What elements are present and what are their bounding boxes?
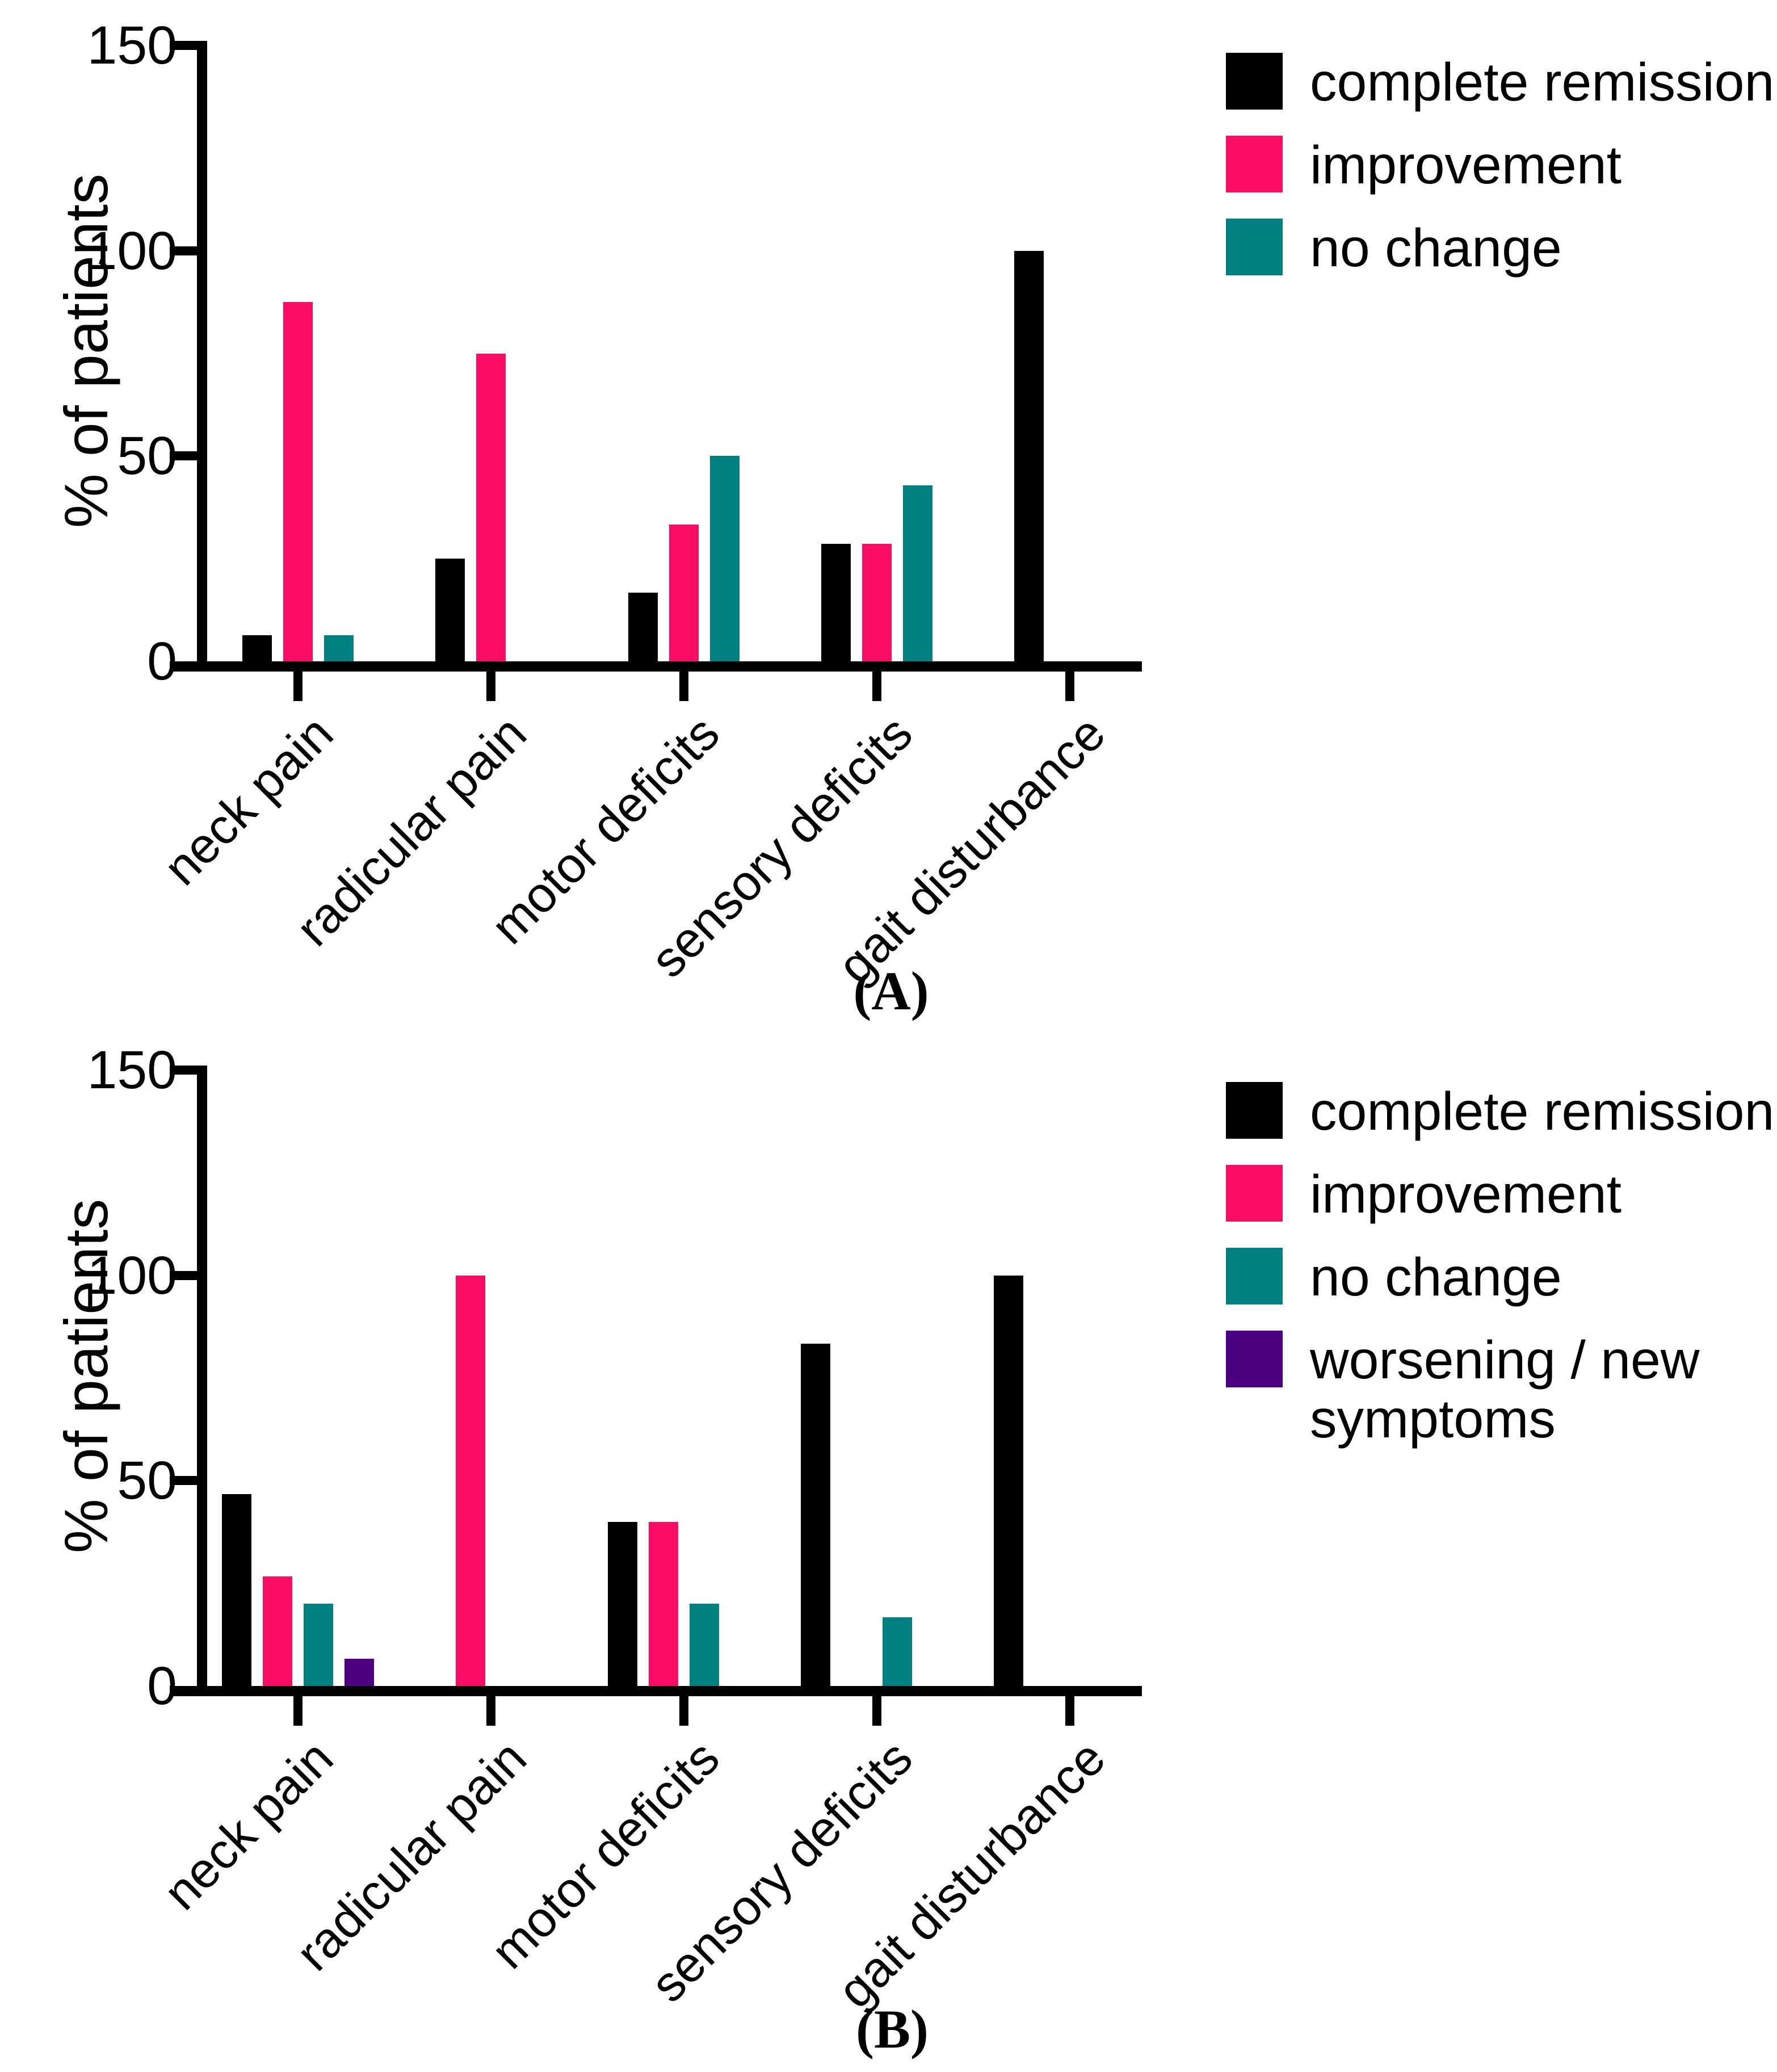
legend-label-worsening-new-symptoms: worsening / new symptoms <box>1310 1331 1699 1449</box>
y-tick-a-50 <box>170 451 197 461</box>
legend-label-line: complete remission <box>1310 1081 1775 1142</box>
legend-label-complete-remission: complete remission <box>1310 1082 1774 1141</box>
y-tick-label-b-150: 150 <box>87 1040 177 1100</box>
legend-item-a-complete-remission: complete remission <box>1226 53 1774 112</box>
x-tick-a-sensory-deficits <box>872 672 881 701</box>
y-tick-b-100 <box>170 1270 197 1280</box>
bar-b-sensory-deficits-complete-remission <box>801 1344 830 1686</box>
bar-a-radicular-pain-improvement <box>476 353 506 661</box>
legend-swatch-improvement <box>1226 136 1283 192</box>
x-label-a-neck-pain: neck pain <box>153 704 344 896</box>
y-tick-label-a-0: 0 <box>147 631 177 691</box>
legend-label-improvement: improvement <box>1310 1165 1621 1224</box>
x-tick-a-gait-disturbance <box>1065 672 1074 701</box>
legend-label-line: symptoms <box>1310 1389 1556 1449</box>
x-tick-a-neck-pain <box>293 672 303 701</box>
bar-b-neck-pain-complete-remission <box>222 1494 251 1686</box>
y-tick-label-a-50: 50 <box>117 426 177 486</box>
legend-label-line: improvement <box>1310 135 1622 195</box>
y-axis-line-a <box>197 41 207 672</box>
bar-a-motor-deficits-no-change <box>710 456 740 661</box>
bar-a-sensory-deficits-no-change <box>903 485 932 661</box>
bar-a-motor-deficits-complete-remission <box>628 593 658 661</box>
legend-b: complete remission improvement no change wo… <box>1226 1082 1774 1473</box>
bar-a-sensory-deficits-improvement <box>862 544 892 661</box>
legend-label-line: no change <box>1310 1247 1562 1307</box>
bar-b-motor-deficits-complete-remission <box>608 1521 637 1686</box>
legend-swatch-no-change <box>1226 219 1283 275</box>
bar-b-neck-pain-worsening-new-symptoms <box>345 1658 374 1686</box>
x-axis-line-a <box>170 661 1142 672</box>
y-tick-label-b-0: 0 <box>147 1656 177 1716</box>
legend-item-b-worsening-new-symptoms: worsening / new symptoms <box>1226 1331 1774 1449</box>
legend-swatch-worsening-new-symptoms <box>1226 1331 1283 1387</box>
y-tick-a-150 <box>170 41 197 50</box>
y-tick-b-150 <box>170 1066 197 1075</box>
bar-a-gait-disturbance-complete-remission <box>1014 250 1044 661</box>
legend-item-a-no-change: no change <box>1226 219 1774 278</box>
legend-label-no-change: no change <box>1310 1248 1562 1307</box>
legend-label-line: worsening / new <box>1310 1330 1700 1390</box>
legend-label-improvement: improvement <box>1310 136 1621 195</box>
bar-b-motor-deficits-no-change <box>690 1604 719 1686</box>
legend-swatch-complete-remission <box>1226 1082 1283 1139</box>
bar-b-neck-pain-no-change <box>304 1604 333 1686</box>
y-tick-label-b-100: 100 <box>87 1245 177 1306</box>
y-tick-label-a-100: 100 <box>87 220 177 281</box>
bar-b-sensory-deficits-no-change <box>883 1617 912 1686</box>
bar-b-neck-pain-improvement <box>263 1576 292 1686</box>
legend-item-b-complete-remission: complete remission <box>1226 1082 1774 1141</box>
bar-b-radicular-pain-improvement <box>456 1275 485 1686</box>
x-tick-b-sensory-deficits <box>872 1696 881 1726</box>
x-label-b-neck-pain: neck pain <box>153 1729 344 1920</box>
bar-a-radicular-pain-complete-remission <box>435 559 465 661</box>
x-tick-b-motor-deficits <box>679 1696 688 1726</box>
y-axis-line-b <box>197 1066 207 1696</box>
y-tick-a-100 <box>170 246 197 255</box>
legend-swatch-improvement <box>1226 1165 1283 1222</box>
bar-b-gait-disturbance-complete-remission <box>994 1275 1023 1686</box>
bar-a-neck-pain-no-change <box>324 635 354 661</box>
x-tick-b-gait-disturbance <box>1065 1696 1074 1726</box>
x-axis-line-b <box>170 1686 1142 1696</box>
x-tick-a-motor-deficits <box>679 672 688 701</box>
legend-swatch-no-change <box>1226 1248 1283 1305</box>
x-tick-b-radicular-pain <box>486 1696 495 1726</box>
bar-a-neck-pain-improvement <box>283 302 313 661</box>
bar-a-neck-pain-complete-remission <box>242 635 272 661</box>
legend-label-complete-remission: complete remission <box>1310 53 1774 112</box>
legend-a: complete remission improvement no change <box>1226 53 1774 301</box>
bar-b-motor-deficits-improvement <box>649 1521 678 1686</box>
y-tick-label-a-150: 150 <box>87 15 177 76</box>
legend-label-line: improvement <box>1310 1164 1622 1224</box>
legend-item-b-improvement: improvement <box>1226 1165 1774 1224</box>
x-tick-a-radicular-pain <box>486 672 495 701</box>
legend-item-a-improvement: improvement <box>1226 136 1774 195</box>
panel-caption-text-B: (B) <box>856 1999 929 2060</box>
legend-label-line: complete remission <box>1310 52 1775 112</box>
panel-caption-text-A: (A) <box>853 960 929 1021</box>
bar-a-sensory-deficits-complete-remission <box>821 544 851 661</box>
y-tick-label-b-50: 50 <box>117 1450 177 1511</box>
legend-swatch-complete-remission <box>1226 53 1283 110</box>
bar-a-motor-deficits-improvement <box>669 525 699 661</box>
legend-label-no-change: no change <box>1310 219 1562 278</box>
legend-item-b-no-change: no change <box>1226 1248 1774 1307</box>
y-tick-b-50 <box>170 1476 197 1486</box>
x-tick-b-neck-pain <box>293 1696 303 1726</box>
legend-label-line: no change <box>1310 218 1562 278</box>
